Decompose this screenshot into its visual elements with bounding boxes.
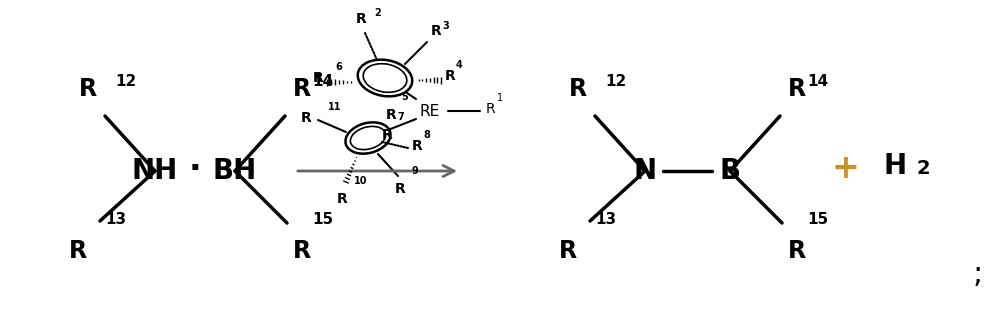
Text: 13: 13 <box>595 212 616 227</box>
Text: 13: 13 <box>105 212 126 227</box>
Text: 8: 8 <box>423 130 430 140</box>
Text: 12: 12 <box>115 74 136 89</box>
Text: NH: NH <box>132 157 178 185</box>
Text: 1: 1 <box>497 93 503 103</box>
Text: R: R <box>293 77 311 101</box>
Text: +: + <box>831 153 859 185</box>
Text: R: R <box>788 239 806 263</box>
Text: R: R <box>69 239 87 263</box>
Text: BH: BH <box>213 157 257 185</box>
Text: 14: 14 <box>807 74 828 89</box>
Text: 2: 2 <box>916 159 930 178</box>
Text: R: R <box>431 24 442 38</box>
Text: R: R <box>356 12 366 26</box>
Text: R: R <box>79 77 97 101</box>
Text: R: R <box>486 102 496 116</box>
Text: R: R <box>293 239 311 263</box>
Text: R: R <box>559 239 577 263</box>
Text: 4: 4 <box>456 60 463 70</box>
Text: ·: · <box>189 153 201 185</box>
Text: H: H <box>883 152 907 180</box>
Text: R: R <box>395 182 405 196</box>
Text: R: R <box>386 108 396 122</box>
Text: 7: 7 <box>397 112 404 122</box>
Text: R: R <box>788 77 806 101</box>
Text: R: R <box>301 111 312 125</box>
Text: 6: 6 <box>335 62 342 72</box>
Text: 15: 15 <box>807 212 828 227</box>
Text: 3: 3 <box>442 21 449 31</box>
Text: R: R <box>412 139 423 153</box>
Text: R: R <box>569 77 587 101</box>
Text: 11: 11 <box>328 102 342 112</box>
Text: ;: ; <box>973 259 983 289</box>
Text: 10: 10 <box>354 176 368 186</box>
Text: R: R <box>337 192 347 206</box>
Text: B: B <box>719 157 741 185</box>
Text: 9: 9 <box>411 166 418 176</box>
Text: 2: 2 <box>374 8 381 18</box>
Text: R: R <box>382 128 392 142</box>
Text: R: R <box>445 69 456 83</box>
Text: 12: 12 <box>605 74 626 89</box>
Text: 15: 15 <box>312 212 333 227</box>
Text: N: N <box>633 157 657 185</box>
Text: RE: RE <box>420 103 440 118</box>
Text: 14: 14 <box>312 74 333 89</box>
Text: R: R <box>312 71 323 85</box>
Text: 5: 5 <box>401 92 408 102</box>
